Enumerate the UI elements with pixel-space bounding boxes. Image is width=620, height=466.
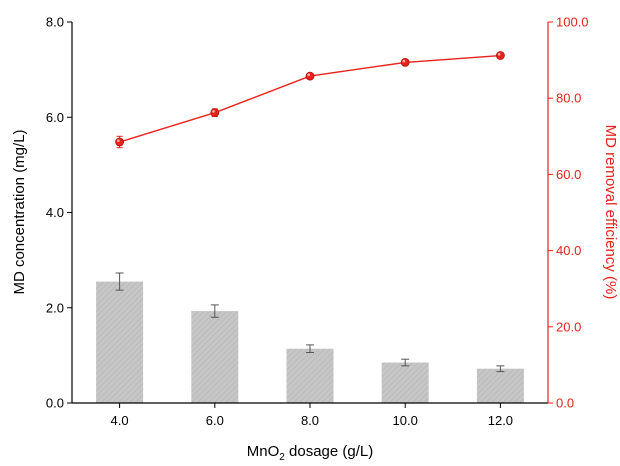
- data-point-highlight: [402, 59, 406, 63]
- y-tick-label-right: 60.0: [556, 167, 581, 182]
- y-axis-label-left: MD concentration (mg/L): [11, 129, 28, 294]
- y-tick-label-right: 100.0: [556, 15, 589, 30]
- x-tick-label: 6.0: [206, 413, 224, 428]
- data-point: [305, 71, 315, 81]
- x-axis-label-prefix: MnO: [247, 443, 280, 460]
- data-point: [400, 57, 410, 67]
- bar-series: [96, 272, 524, 403]
- x-tick-label: 4.0: [111, 413, 129, 428]
- x-axis-label-suffix: dosage (g/L): [285, 443, 373, 460]
- y-tick-label-right: 0.0: [556, 396, 574, 411]
- data-point-highlight: [497, 52, 501, 56]
- y-tick-label-left: 2.0: [46, 300, 64, 315]
- x-tick-label: 12.0: [488, 413, 513, 428]
- y-tick-label-left: 0.0: [46, 396, 64, 411]
- x-axis-label-subscript: 2: [279, 452, 285, 463]
- data-point: [115, 137, 124, 147]
- data-point-highlight: [212, 110, 215, 113]
- bar: [96, 281, 144, 403]
- bar: [476, 368, 524, 403]
- axes: 0.0 2.0 4.0 6.0 8.0 0.0 20.0 40.0 60.0 80.0 100.0 4…: [46, 15, 589, 429]
- data-point-highlight: [117, 139, 120, 143]
- y-tick-label-right: 40.0: [556, 243, 581, 258]
- y-tick-label-left: 8.0: [46, 15, 64, 30]
- x-axis-label: MnO2 dosage (g/L): [247, 443, 373, 463]
- y-tick-label-right: 20.0: [556, 319, 581, 334]
- y-tick-label-left: 6.0: [46, 110, 64, 125]
- bar: [286, 348, 334, 403]
- data-point-highlight: [307, 73, 311, 77]
- x-tick-label: 10.0: [393, 413, 418, 428]
- data-point: [210, 108, 220, 118]
- bar: [191, 311, 239, 403]
- data-point: [495, 51, 505, 60]
- bar: [381, 362, 429, 403]
- y-tick-label-left: 4.0: [46, 205, 64, 220]
- line-path: [119, 54, 501, 143]
- y-tick-label-right: 80.0: [556, 91, 581, 106]
- line-series: [115, 51, 505, 149]
- x-tick-label: 8.0: [301, 413, 319, 428]
- y-axis-label-right: MD removal efficiency (%): [602, 125, 619, 300]
